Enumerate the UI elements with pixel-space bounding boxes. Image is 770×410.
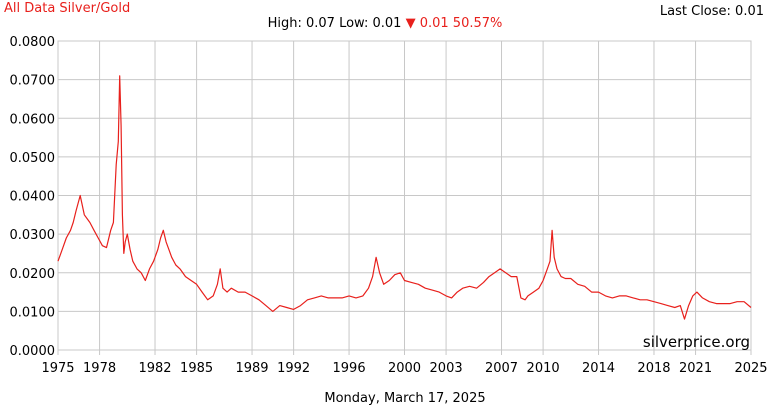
plot-frame bbox=[57, 40, 752, 351]
y-tick-label: 0.0400 bbox=[10, 190, 56, 205]
x-tick-label: 1985 bbox=[180, 361, 213, 376]
x-tick-label: 2018 bbox=[637, 361, 670, 376]
x-tick-label: 1996 bbox=[333, 361, 366, 376]
y-tick-label: 0.0300 bbox=[10, 228, 56, 243]
x-tick-label: 1992 bbox=[277, 361, 310, 376]
x-tick-label: 1989 bbox=[235, 361, 268, 376]
x-tick-label: 1982 bbox=[138, 361, 171, 376]
price-stats: High: 0.07 Low: 0.01 ▼ 0.01 50.57% bbox=[0, 16, 770, 31]
x-tick-label: 2021 bbox=[679, 361, 712, 376]
high-low-text: High: 0.07 Low: 0.01 bbox=[267, 16, 402, 31]
y-axis-ticks: 0.0000 0.0100 0.0200 0.0300 0.0400 0.0500 0.06… bbox=[10, 35, 56, 359]
x-tick-label: 2003 bbox=[430, 361, 463, 376]
grid-lines bbox=[57, 40, 752, 355]
chart-title: All Data Silver/Gold bbox=[4, 1, 131, 16]
x-tick-label: 2000 bbox=[388, 361, 421, 376]
footer-date: Monday, March 17, 2025 bbox=[324, 391, 486, 406]
y-tick-label: 0.0200 bbox=[10, 267, 56, 282]
x-tick-label: 1975 bbox=[41, 361, 74, 376]
x-tick-label: 2014 bbox=[582, 361, 615, 376]
down-arrow-icon: ▼ bbox=[405, 16, 416, 31]
last-close-value: Last Close: 0.01 bbox=[659, 4, 764, 19]
x-tick-label: 1978 bbox=[83, 361, 116, 376]
y-tick-label: 0.0600 bbox=[10, 112, 56, 127]
watermark: silverprice.org bbox=[643, 333, 750, 351]
y-tick-label: 0.0000 bbox=[10, 344, 56, 359]
x-tick-label: 2007 bbox=[485, 361, 518, 376]
y-tick-label: 0.0500 bbox=[10, 151, 56, 166]
y-tick-label: 0.0800 bbox=[10, 35, 56, 50]
x-tick-label: 2010 bbox=[527, 361, 560, 376]
change-text: 0.01 50.57% bbox=[419, 16, 503, 31]
y-tick-label: 0.0100 bbox=[10, 305, 56, 320]
series-line bbox=[57, 75, 752, 320]
x-tick-label: 2025 bbox=[734, 361, 767, 376]
y-tick-label: 0.0700 bbox=[10, 74, 56, 89]
x-axis-ticks: 1975 1978 1982 1985 1989 1992 1996 2000 2003 2007… bbox=[41, 361, 767, 376]
